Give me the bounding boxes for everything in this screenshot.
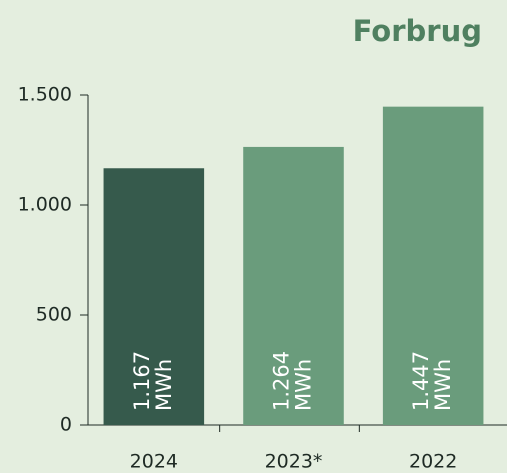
value-label-line: 1.447 <box>409 351 433 411</box>
value-label-line: MWh <box>292 359 316 411</box>
bar <box>243 146 344 426</box>
y-tick-label: 0 <box>60 414 72 436</box>
y-tick-label: 1.500 <box>18 84 72 106</box>
y-tick-label: 1.000 <box>18 194 72 216</box>
bar <box>382 106 484 425</box>
value-label: 1.167MWh <box>130 351 176 411</box>
value-label-line: 1.167 <box>130 351 154 411</box>
value-label-line: 1.264 <box>270 351 294 411</box>
value-label-line: MWh <box>152 359 176 411</box>
x-tick-label: 2023* <box>265 451 323 473</box>
x-tick-label: 2024 <box>130 451 178 473</box>
y-tick-label: 500 <box>36 304 72 326</box>
value-label: 1.447MWh <box>409 351 455 411</box>
x-tick-label: 2022 <box>409 451 457 473</box>
value-label-line: MWh <box>431 359 455 411</box>
value-label: 1.264MWh <box>270 351 316 411</box>
bar <box>103 168 205 425</box>
chart-title: Forbrug <box>353 14 482 48</box>
